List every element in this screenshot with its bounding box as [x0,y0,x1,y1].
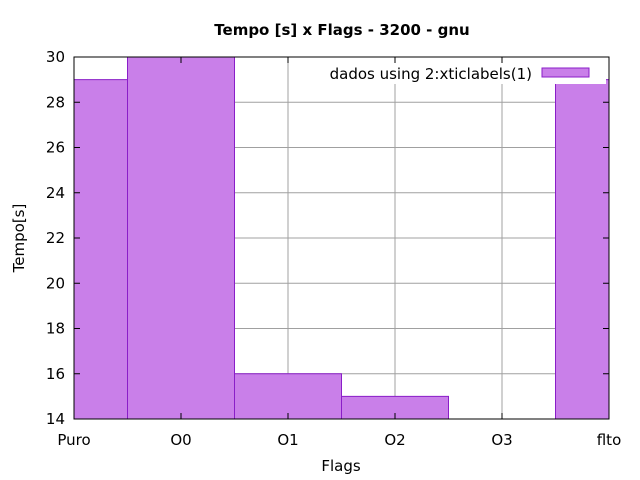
bar-flto [555,79,610,420]
y-tick-label: 24 [46,184,65,202]
x-tick-label: Puro [57,431,90,449]
y-axis-label: Tempo[s] [10,204,28,274]
y-tick-label: 26 [46,139,65,157]
x-tick-label: flto [597,431,622,449]
y-tick-label: 22 [46,229,65,247]
legend-swatch [541,67,590,78]
bar-O1 [234,373,342,420]
y-tick-label: 20 [46,274,65,292]
x-axis-label: Flags [321,457,361,475]
x-axis-ticks: Puro O0 O1 O2 O3 flto [57,57,621,449]
x-tick-label: O2 [384,431,405,449]
y-tick-label: 30 [46,48,65,66]
y-tick-label: 16 [46,365,65,383]
x-tick-label: O1 [277,431,298,449]
chart-title: Tempo [s] x Flags - 3200 - gnu [214,21,469,39]
x-tick-label: O0 [170,431,191,449]
x-tick-label: O3 [491,431,512,449]
bar-Puro [73,79,128,420]
y-axis-ticks: 14 16 18 20 22 24 26 28 30 [46,48,609,428]
bar-O0 [127,56,235,420]
bar-series [73,56,610,420]
legend-label: dados using 2:xticlabels(1) [330,65,532,83]
y-tick-label: 18 [46,320,65,338]
y-tick-label: 28 [46,93,65,111]
y-tick-label: 14 [46,410,65,428]
